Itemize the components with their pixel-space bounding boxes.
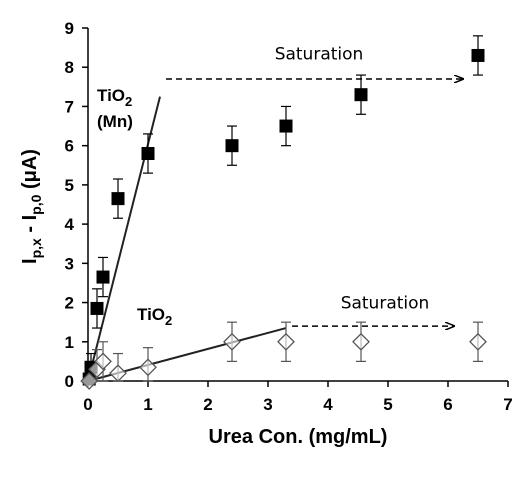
data-point-tio2 xyxy=(139,358,157,377)
fit-lines xyxy=(87,96,287,382)
x-tick-label: 0 xyxy=(83,395,92,414)
y-axis-title-sub1: p,x xyxy=(28,238,44,258)
x-tick-label: 2 xyxy=(203,395,212,414)
data-point-tio2 xyxy=(277,332,295,351)
data-point-tio2 xyxy=(80,372,99,390)
series-label-tio2-sub: 2 xyxy=(165,313,172,328)
data-point-tio2-mn xyxy=(96,270,110,284)
annotations: Saturation Saturation xyxy=(166,44,463,326)
x-axis-title: Urea Con. (mg/mL) xyxy=(209,426,388,448)
data-point-tio2-mn xyxy=(225,139,239,153)
axes xyxy=(87,28,508,382)
x-tick-label: 3 xyxy=(263,395,272,414)
data-point-tio2-mn xyxy=(279,119,293,133)
y-tick-label: 7 xyxy=(65,97,74,116)
data-point-tio2-mn xyxy=(354,88,368,102)
y-axis-title-main1: I xyxy=(19,258,41,264)
series-label-tio2-mn-main: TiO xyxy=(97,86,125,105)
series-label-tio2: TiO2 xyxy=(137,305,172,328)
y-tick-label: 3 xyxy=(65,254,74,273)
x-tick-label: 1 xyxy=(143,395,152,414)
data-point-tio2 xyxy=(352,332,370,351)
y-tick-label: 1 xyxy=(65,333,74,352)
data-point-tio2-mn xyxy=(471,48,485,62)
saturation-label: Saturation xyxy=(341,293,430,313)
data-point-tio2-mn xyxy=(141,147,155,161)
data-point-tio2-mn xyxy=(90,301,104,315)
data-point-tio2 xyxy=(223,332,241,351)
y-tick-label: 5 xyxy=(65,176,74,195)
y-axis-title: Ip,x - Ip,0 (μA) xyxy=(19,149,44,264)
x-tick-label: 7 xyxy=(503,395,512,414)
series-label-tio2-mn-line2: (Mn) xyxy=(97,112,133,131)
y-tick-label: 8 xyxy=(65,58,74,77)
series-label-tio2-mn: TiO2 xyxy=(97,86,132,109)
data-points xyxy=(80,48,487,390)
y-tick-label: 2 xyxy=(65,294,74,313)
x-tick-label: 6 xyxy=(443,395,452,414)
data-point-tio2 xyxy=(94,352,112,371)
y-axis-title-end: (μA) xyxy=(19,149,41,195)
y-tick-label: 4 xyxy=(65,215,75,234)
data-point-tio2 xyxy=(109,364,127,383)
y-axis-title-sub2: p,0 xyxy=(28,194,44,214)
data-point-tio2 xyxy=(469,332,487,351)
data-point-tio2-mn xyxy=(111,192,125,206)
series-label-tio2-main: TiO xyxy=(137,305,165,324)
series-label-tio2-mn-sub: 2 xyxy=(125,94,132,109)
y-tick-label: 0 xyxy=(65,372,74,391)
saturation-label: Saturation xyxy=(275,44,364,64)
y-tick-label: 9 xyxy=(65,19,74,38)
fit-line xyxy=(87,96,161,382)
y-tick-label: 6 xyxy=(65,137,74,156)
ticks: 0 1 2 3 4 5 6 7 0 1 2 3 4 5 6 7 8 9 xyxy=(65,19,513,414)
y-axis-title-mid: - I xyxy=(19,215,41,238)
x-tick-label: 4 xyxy=(323,395,333,414)
x-tick-label: 5 xyxy=(383,395,392,414)
